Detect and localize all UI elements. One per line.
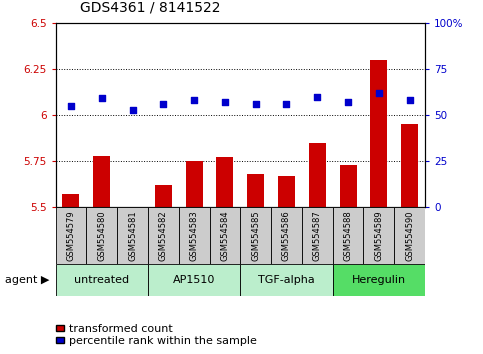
Bar [56,264,148,296]
Bar [247,174,264,207]
Text: GSM554583: GSM554583 [190,210,199,261]
Bar [333,264,425,296]
Bar [155,185,172,207]
Bar [302,207,333,264]
Bar [117,207,148,264]
Text: GSM554584: GSM554584 [220,210,229,261]
Bar [148,207,179,264]
Text: GSM554588: GSM554588 [343,210,353,261]
Text: GSM554589: GSM554589 [374,210,384,261]
Point [344,99,352,105]
Bar [309,143,326,207]
Bar [401,124,418,207]
Text: GSM554586: GSM554586 [282,210,291,261]
Point [406,97,413,103]
Text: TGF-alpha: TGF-alpha [258,275,315,285]
Text: GSM554587: GSM554587 [313,210,322,261]
Bar [86,207,117,264]
Point [190,97,198,103]
Text: percentile rank within the sample: percentile rank within the sample [69,336,257,346]
Text: GSM554585: GSM554585 [251,210,260,261]
Bar [179,207,210,264]
Point [67,103,75,109]
Text: agent ▶: agent ▶ [5,275,49,285]
Text: AP1510: AP1510 [173,275,215,285]
Bar [185,161,202,207]
Bar [340,165,356,207]
Bar [333,207,364,264]
Bar [278,176,295,207]
Point [159,101,167,107]
Text: untreated: untreated [74,275,129,285]
Bar [240,207,271,264]
Bar [210,207,240,264]
Point [313,94,321,99]
Text: GSM554580: GSM554580 [97,210,106,261]
Bar [240,264,333,296]
Point [375,90,383,96]
Text: Heregulin: Heregulin [352,275,406,285]
Text: transformed count: transformed count [69,324,173,333]
Point [283,101,290,107]
Bar [394,207,425,264]
Point [221,99,229,105]
Point [98,96,106,101]
Bar [148,264,241,296]
Bar [62,194,79,207]
Text: GSM554581: GSM554581 [128,210,137,261]
Bar [93,155,110,207]
Point [128,107,136,112]
Text: GDS4361 / 8141522: GDS4361 / 8141522 [80,0,220,14]
Bar [216,158,233,207]
Bar [364,207,394,264]
Bar [56,207,86,264]
Text: GSM554582: GSM554582 [159,210,168,261]
Text: GSM554579: GSM554579 [67,210,75,261]
Text: GSM554590: GSM554590 [405,210,414,261]
Bar [370,60,387,207]
Point [252,101,259,107]
Bar [271,207,302,264]
